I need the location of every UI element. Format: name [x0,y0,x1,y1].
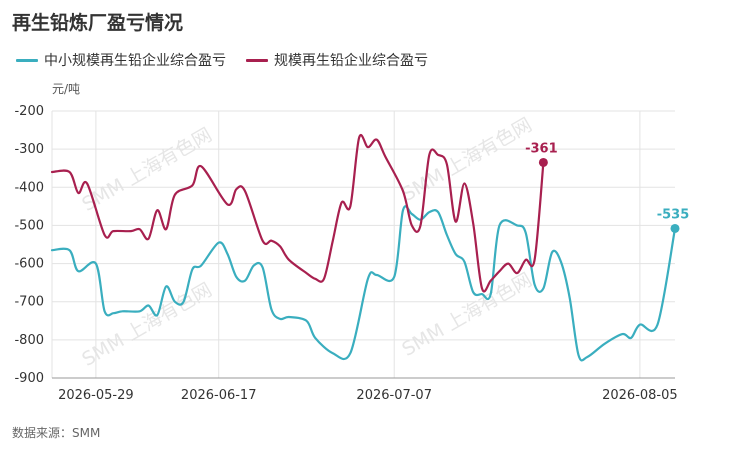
x-tick-label: 2026-05-29 [58,388,134,403]
chart-title: 再生铅炼厂盈亏情况 [12,12,184,34]
series-end-point-small-mid [670,223,680,233]
y-tick-label: -500 [14,218,44,233]
legend-swatch-scale [246,58,268,62]
series-line-scale [50,134,545,293]
legend-label-scale: 规模再生铅企业综合盈亏 [274,53,428,69]
y-tick-label: -700 [14,295,44,310]
series-end-label-small-mid: -535 [657,207,690,222]
series-end-point-scale [538,157,548,167]
y-axis-unit-label: 元/吨 [52,82,81,96]
watermark-3: SMM 上海有色网 [398,269,535,361]
legend-item-small-mid[interactable]: 中小规模再生铅企业综合盈亏 [16,50,226,70]
y-tick-label: -900 [14,371,44,386]
watermark-0: SMM 上海有色网 [78,124,215,216]
y-tick-label: -800 [14,333,44,348]
legend-item-scale[interactable]: 规模再生铅企业综合盈亏 [246,50,428,70]
x-tick-label: 2026-07-07 [356,388,432,403]
legend-label-small-mid: 中小规模再生铅企业综合盈亏 [44,53,226,69]
y-tick-label: -400 [14,180,44,195]
data-source-note: 数据来源：SMM [12,426,101,440]
y-tick-label: -300 [14,142,44,157]
y-tick-label: -200 [14,104,44,119]
series-line-small-mid [50,205,677,362]
watermark-2: SMM 上海有色网 [78,279,215,371]
x-tick-label: 2026-08-05 [602,388,678,403]
legend-swatch-small-mid [16,58,38,62]
series-end-label-scale: -361 [525,141,558,156]
chart-legend: 中小规模再生铅企业综合盈亏 规模再生铅企业综合盈亏 [16,50,448,70]
y-tick-label: -600 [14,257,44,272]
x-tick-label: 2026-06-17 [181,388,257,403]
